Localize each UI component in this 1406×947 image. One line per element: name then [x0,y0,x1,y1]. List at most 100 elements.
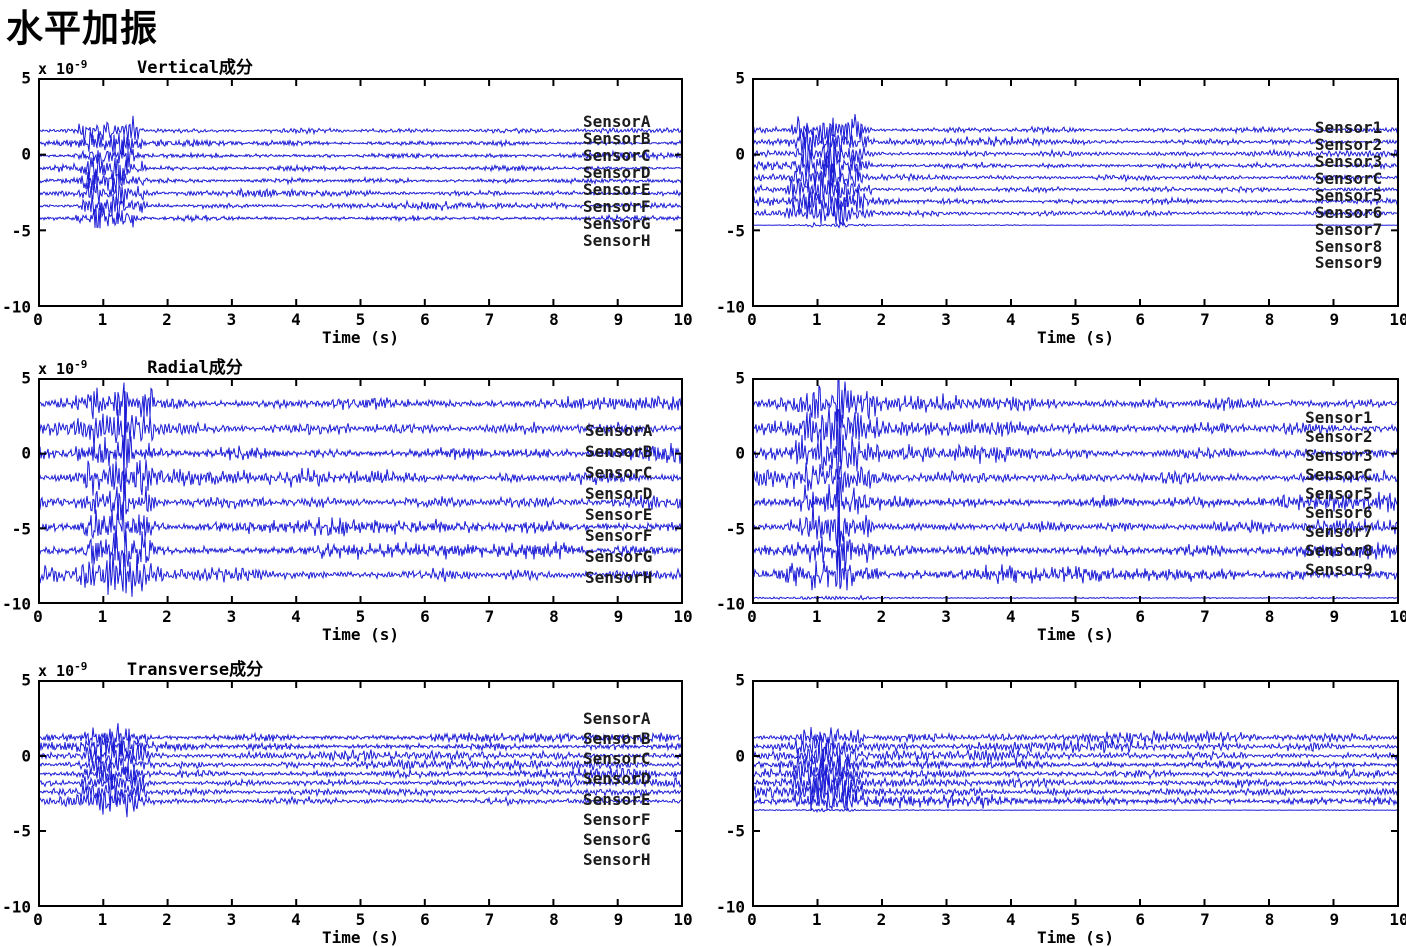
x-tick-label: 10 [673,607,693,626]
y-tick-label: 5 [21,68,31,88]
sensor-trace [752,807,1399,814]
x-tick-label: 6 [1135,310,1146,329]
waveform-canvas [752,680,1399,907]
x-tick-label: 9 [1329,607,1340,626]
x-tick-label: 9 [1329,910,1340,929]
y-tick-label: 5 [21,670,31,690]
x-tick-label: 3 [941,310,951,329]
sensor-label: SensorF [583,809,651,829]
sensor-label: Sensor1 [1314,117,1383,137]
sensor-label: Sensor6 [1305,502,1373,522]
x-tick-label: 8 [549,910,559,929]
sensor-label: SensorB [583,128,651,148]
subplot-transverse-left: Transverse成分 x 10-9 Time (s) 0 1 2 3 4 5 6 7 8 9 1… [2,660,693,947]
sensor-trace [752,759,1399,790]
y-scale-label: x 10-9 [38,358,88,378]
x-tick-label: 0 [747,310,757,329]
x-tick-label: 3 [941,607,951,626]
waveform-canvas [752,78,1399,307]
sensor-trace [38,115,683,142]
sensor-trace [752,169,1399,207]
y-tick-label: 5 [735,670,745,690]
sensor-trace [38,180,683,207]
sensor-trace [752,122,1399,156]
y-tick-label: -10 [716,897,745,917]
sensor-trace [752,727,1399,752]
sensor-label: SensorC [1314,168,1383,188]
sensor-trace [38,391,683,464]
sensor-label: SensorD [583,162,651,182]
y-tick-label: 0 [735,443,745,463]
x-tick-label: 4 [1005,310,1016,329]
y-tick-label: 5 [735,368,745,388]
sensor-label: Sensor2 [1305,426,1373,446]
sensor-label: SensorH [584,567,653,587]
y-tick-label: -5 [11,519,31,539]
x-tick-label: 10 [1389,910,1406,929]
waveform-canvas [38,378,683,604]
subplot-radial-left: Radial成分 x 10-9 Time (s) 0 1 2 3 4 5 6 7 8 9 10 5 0-… [2,358,693,644]
sensor-trace [38,723,683,755]
y-tick-label: -10 [2,297,31,317]
sensor-label: SensorD [584,483,653,503]
subplot-title: Transverse成分 [126,660,264,680]
x-axis-label: Time (s) [321,625,400,644]
x-tick-label: 0 [747,607,757,626]
x-tick-label: 6 [420,910,430,929]
x-tick-label: 0 [33,310,43,329]
sensor-label: SensorB [583,729,651,749]
x-tick-label: 5 [1070,910,1081,929]
x-tick-label: 8 [549,607,559,626]
sensor-label: SensorE [583,179,651,199]
sensor-trace [38,157,683,187]
x-axis-label: Time (s) [1036,928,1115,947]
sensor-trace [38,382,683,428]
y-scale-label: x 10-9 [38,58,88,78]
sensor-trace [752,752,1399,782]
sensor-label: Sensor5 [1314,185,1383,205]
sensor-label: SensorC [584,462,653,482]
sensor-label: Sensor9 [1314,253,1383,273]
x-tick-label: 2 [876,910,887,929]
sensor-trace [752,221,1399,229]
sensor-label: Sensor2 [1314,134,1383,154]
x-tick-label: 8 [549,310,559,329]
sensor-trace [752,768,1399,802]
sensor-label: SensorE [583,789,651,809]
y-tick-label: -10 [716,594,745,614]
waveform-canvas [38,78,683,307]
x-tick-label: 5 [355,310,366,329]
y-tick-label: 5 [21,368,31,388]
y-tick-label: 0 [21,144,31,164]
x-tick-label: 2 [162,310,172,329]
x-axis-label: Time (s) [321,328,400,347]
y-tick-label: 5 [735,68,745,88]
sensor-trace [752,407,1399,462]
x-tick-label: 7 [1200,910,1210,929]
sensor-trace [752,182,1399,217]
x-tick-label: 0 [33,910,43,929]
sensor-trace [38,780,683,808]
x-tick-label: 1 [811,310,822,329]
x-tick-label: 8 [1264,607,1275,626]
subplot-vertical-right: Time (s) 0 1 2 3 4 5 6 7 8 9 10 5 0 -5 -10 Sensor1 Senso… [716,69,1406,348]
x-tick-label: 8 [1264,910,1275,929]
sensor-label: SensorH [583,849,651,869]
y-tick-label: -10 [716,297,745,317]
x-tick-label: 9 [1329,310,1340,329]
sensor-trace [752,462,1399,503]
subplot-radial-right: Time (s) 0 1 2 3 4 5 6 7 8 9 10 5 0 -5 -10 Sensor1 Senso… [716,369,1406,645]
sensor-trace [752,476,1399,538]
sensor-label: SensorA [584,421,653,441]
sensor-label: Sensor9 [1305,559,1373,579]
x-tick-label: 1 [811,607,822,626]
sensor-label: SensorA [583,111,651,131]
x-tick-label: 4 [291,910,301,929]
sensor-trace [752,154,1399,193]
sensor-trace [38,408,683,481]
x-tick-label: 3 [226,310,237,329]
sensor-trace [38,501,683,549]
subplot-transverse-right: Time (s) 0 1 2 3 4 5 6 7 8 9 10 5 0 -5 -10 [716,671,1406,947]
x-tick-label: 5 [355,910,366,929]
subplot-title: Radial成分 [147,358,243,378]
